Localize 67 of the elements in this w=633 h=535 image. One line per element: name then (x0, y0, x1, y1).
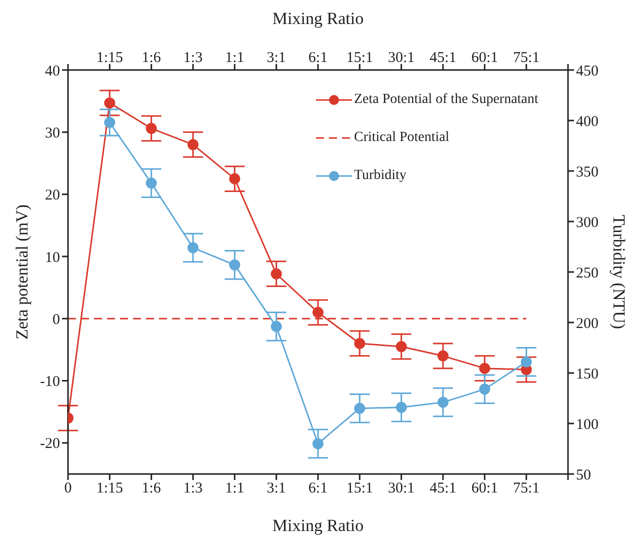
point (229, 173, 240, 184)
legend-label: Turbidity (354, 168, 406, 183)
point (396, 341, 407, 352)
category-label: 1:15 (96, 50, 124, 66)
point (270, 268, 282, 280)
x-tick-label: 3:1 (266, 480, 286, 497)
point (146, 178, 157, 189)
point (146, 122, 157, 134)
point (479, 362, 490, 374)
legend-label: Zeta Potential of the Supernatant (354, 92, 538, 107)
x-tick-label: 45:1 (430, 480, 456, 497)
x-tick-label: 1:15 (96, 480, 124, 497)
y-tick-label: 30 (45, 125, 60, 142)
point (396, 402, 407, 413)
point (188, 242, 198, 254)
y-tick-label: 20 (45, 188, 60, 204)
x-tick-label: 6:1 (308, 480, 328, 497)
y2-tick-label: 200 (576, 316, 598, 332)
point (438, 396, 448, 408)
point (270, 321, 282, 332)
y-axis-title: Zeta potential (mV) (12, 204, 32, 340)
x-tick-label: 0 (64, 480, 72, 497)
y2-tick-label: 300 (576, 214, 598, 231)
y-tick-label: 40 (45, 63, 60, 80)
category-label: 1:1 (225, 50, 244, 66)
y2-tick-label: 450 (576, 63, 598, 80)
point (104, 97, 116, 108)
category-label: 1:3 (183, 50, 203, 66)
y2-tick-label: 150 (576, 366, 598, 382)
category-label: 3:1 (266, 50, 286, 66)
point (312, 438, 324, 450)
x-tick-label: 1:3 (183, 480, 203, 497)
x-tick-label: 1:1 (225, 480, 244, 497)
point (104, 117, 116, 128)
category-label: 75:1 (512, 50, 540, 66)
category-label: 15:1 (346, 50, 374, 66)
category-label: 6:1 (308, 50, 328, 66)
y2-axis-title: Turbidity (NTU) (610, 214, 628, 330)
y-tick-label: -10 (40, 374, 60, 390)
point (479, 384, 490, 395)
x-tick-label: 75:1 (512, 480, 540, 497)
point (188, 139, 198, 150)
y2-tick-label: 350 (576, 164, 598, 180)
category-label: 60:1 (471, 50, 498, 66)
point (354, 338, 366, 349)
x-tick-label: 1:6 (142, 480, 162, 497)
x-tick-label: 15:1 (346, 480, 374, 497)
legend-label: Critical Potential (354, 130, 450, 145)
y-tick-label: 0 (52, 312, 60, 328)
point (312, 306, 324, 318)
category-label: 45:1 (430, 50, 456, 66)
y-tick-label: -20 (40, 436, 60, 452)
x-axis-title: Mixing Ratio (272, 516, 364, 535)
point (438, 350, 448, 362)
x-tick-label: 30:1 (388, 480, 415, 497)
x2-axis-title: Mixing Ratio (272, 9, 364, 28)
point (354, 402, 366, 414)
x-tick-label: 60:1 (471, 480, 498, 497)
y2-tick-label: 100 (576, 416, 598, 433)
y2-tick-label: 400 (576, 114, 598, 130)
point (520, 356, 532, 368)
y2-tick-label: 50 (576, 467, 591, 484)
category-label: 1:6 (142, 50, 161, 66)
y-tick-label: 10 (45, 250, 60, 266)
y2-tick-label: 250 (576, 265, 598, 282)
category-label: 30:1 (388, 50, 415, 66)
point (229, 259, 240, 270)
